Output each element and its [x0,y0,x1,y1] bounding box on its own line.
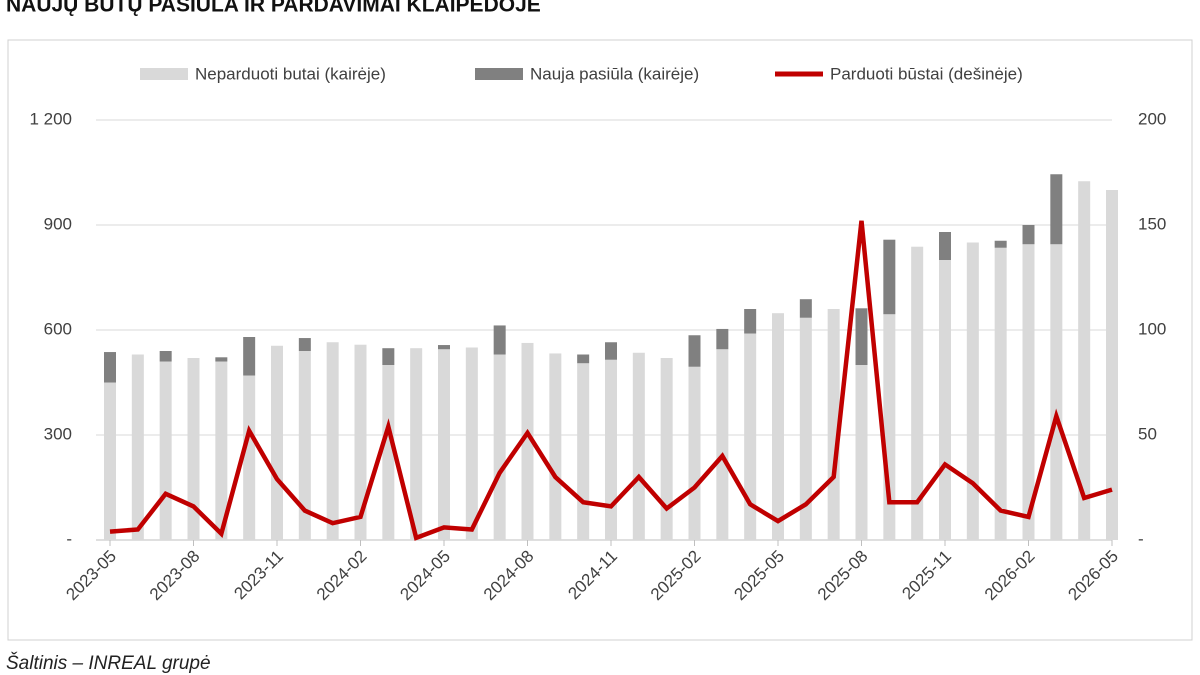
bar [243,337,256,376]
bar [104,352,116,383]
bar [855,308,868,365]
bar [465,347,478,540]
bar [1078,181,1091,540]
legend-swatch [475,68,523,80]
bar [911,246,924,540]
y2-tick-label: 200 [1138,109,1166,128]
y-tick-label: 1 200 [29,109,72,128]
bar [215,357,228,362]
bar [326,342,339,540]
bar [159,351,172,362]
y2-tick-label: 150 [1138,214,1166,233]
bar [716,349,729,540]
x-tick-label: 2026-05 [1064,547,1122,605]
y-tick-label: - [66,529,72,548]
bar [298,338,311,351]
bar [994,240,1007,248]
bar [354,344,367,540]
bar [744,333,757,540]
bar [382,365,395,540]
bar [298,351,311,540]
legend-label: Parduoti būstai (dešinėje) [830,64,1023,83]
source-note: Šaltinis – INREAL grupė [6,652,211,674]
bar [632,352,645,540]
chart-frame [7,39,1193,641]
x-tick-label: 2023-11 [230,547,287,604]
y-tick-label: 600 [44,319,72,338]
x-tick-label: 2023-08 [146,547,204,605]
chart-title: NAUJŲ BŪTŲ PASIŪLA IR PARDAVIMAI KLAIPĖD… [6,0,541,17]
bar [577,363,590,540]
bar [577,354,590,364]
bar [271,345,283,540]
bar [799,299,812,318]
bar [688,366,701,540]
x-tick-label: 2023-05 [62,547,120,605]
x-tick-label: 2025-05 [730,547,788,605]
bar [410,348,423,540]
legend-swatch [140,68,188,80]
bar [1050,174,1063,245]
x-tick-label: 2025-08 [814,547,872,605]
bar [1022,225,1035,245]
bar [1050,244,1063,540]
bar [994,247,1007,540]
legend-label: Neparduoti butai (kairėje) [195,64,386,83]
bar [1022,244,1035,540]
bar [187,358,200,540]
bar [939,260,951,540]
bar [243,375,256,540]
bar [799,317,812,540]
bar [104,382,116,540]
y2-tick-label: 100 [1138,319,1166,338]
x-tick-label: 2024-08 [480,547,538,605]
bar [744,309,757,334]
x-tick-label: 2025-11 [898,547,955,604]
bar [159,361,172,540]
bar [883,239,896,315]
x-tick-label: 2026-02 [981,547,1039,605]
y-tick-label: 300 [44,424,72,443]
bar [382,348,395,365]
bar [688,335,701,367]
bar [493,354,506,540]
bar [605,342,617,360]
bar [605,359,617,540]
bar [521,342,534,540]
bar [939,232,951,260]
y2-tick-label: 50 [1138,424,1157,443]
bar [131,354,144,540]
bar [493,325,506,355]
bar [215,361,228,540]
legend-label: Nauja pasiūla (kairėje) [530,64,699,83]
bar [716,328,729,350]
y-tick-label: 900 [44,214,72,233]
bar [855,365,868,540]
bar [883,314,896,540]
bar [438,349,450,540]
bar [1106,190,1118,540]
x-tick-label: 2024-05 [396,547,454,605]
line [109,220,1113,541]
bar [660,358,673,540]
bar [966,242,979,540]
x-tick-label: 2025-02 [647,547,705,605]
y2-tick-label: - [1138,529,1144,548]
bar [438,345,450,350]
x-tick-label: 2024-02 [313,547,371,605]
x-tick-label: 2024-11 [564,547,621,604]
bar [772,313,784,540]
bar [549,353,562,540]
